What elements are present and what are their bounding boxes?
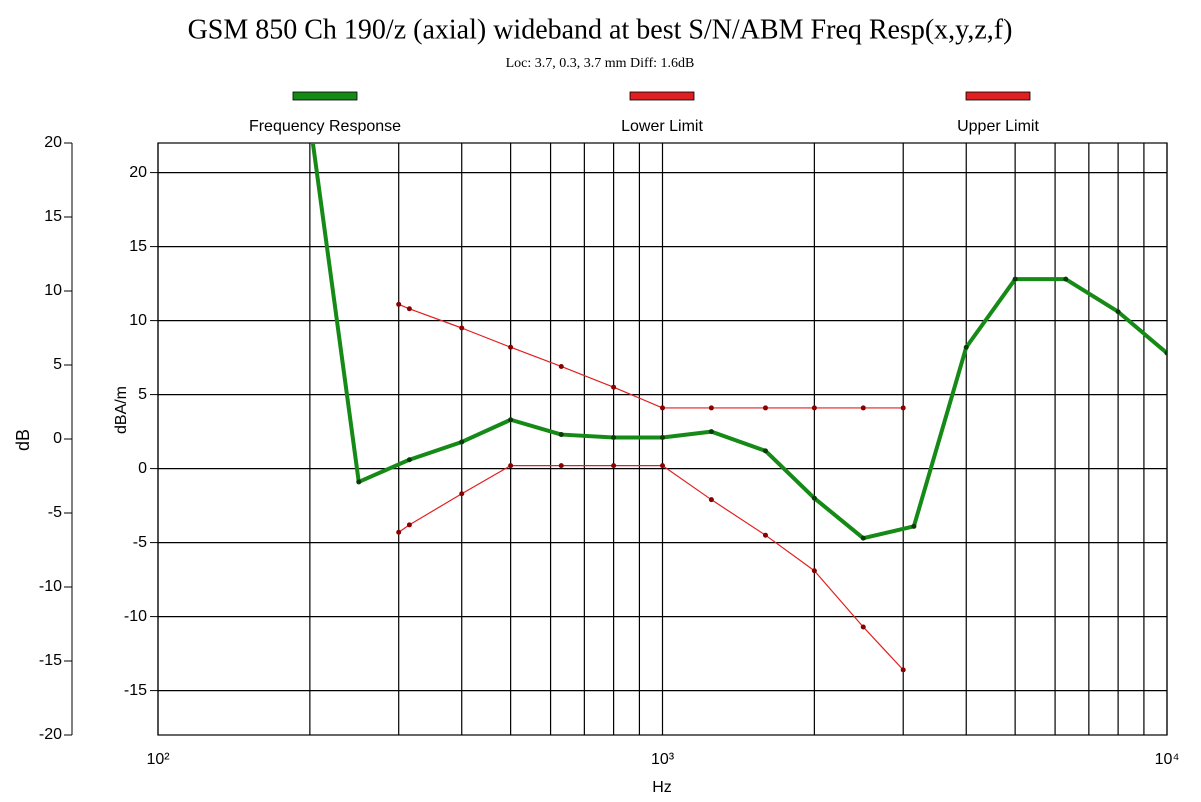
y2-tick-label: -20 [39,726,62,743]
y-tick-label: -15 [124,682,147,699]
data-point [911,523,917,529]
data-point [459,491,465,497]
series-line [398,465,904,671]
data-point [660,405,665,411]
y2-tick-label: -5 [48,504,62,521]
y2-tick-label: -15 [39,652,62,669]
x-tick-label: 10⁴ [1155,751,1180,768]
legend-swatch [629,91,695,101]
plot-frame [157,142,1168,736]
y-tick-label: 5 [138,386,147,403]
series-line [398,303,904,409]
data-point [459,439,465,445]
data-point [558,463,564,469]
y2-tick-label: 20 [44,134,62,151]
data-point [963,344,969,350]
x-tick-label: 10³ [651,751,675,768]
data-point [762,405,768,411]
data-point [611,435,617,441]
data-point [611,384,617,390]
data-point [660,463,665,469]
data-point [396,301,402,307]
data-point [611,463,617,469]
legend-swatch [292,91,358,101]
y2-axis-label: dB [13,429,33,451]
data-point [900,667,906,673]
data-point [508,417,514,423]
y-tick-label: 20 [129,164,147,181]
data-point [508,463,514,469]
data-point [708,429,714,435]
y2-tick-label: -10 [39,578,62,595]
data-point [1115,309,1121,315]
y-axis-label: dBA/m [113,386,130,434]
series-line [310,143,1167,541]
data-point [1012,276,1018,282]
y-tick-label: 10 [129,312,147,329]
data-point [708,497,714,503]
y-tick-label: 15 [129,238,147,255]
y-tick-label: -5 [133,534,147,551]
data-point [660,435,665,441]
data-point [762,532,768,538]
data-point [406,306,412,312]
data-point [762,448,768,454]
data-point [406,457,412,463]
data-point [860,624,866,630]
legend-swatch [965,91,1031,101]
data-point [811,568,817,574]
y2-tick-label: 15 [44,208,62,225]
data-point [356,479,362,485]
y2-tick-label: 5 [53,356,62,373]
legend-label: Upper Limit [957,118,1039,135]
data-point [558,363,564,369]
data-point [860,405,866,411]
data-point [811,405,817,411]
data-point [1063,276,1069,282]
chart-title: GSM 850 Ch 190/z (axial) wideband at bes… [188,14,1013,45]
data-point [558,432,564,438]
data-point [860,535,866,541]
x-tick-label: 10² [146,751,170,768]
y-tick-label: 0 [138,460,147,477]
data-point [459,325,465,331]
data-point [708,405,714,411]
y2-tick-label: 0 [53,430,62,447]
legend-label: Lower Limit [621,118,703,135]
data-point [900,405,906,411]
plot-area [310,143,1167,673]
data-point [406,522,412,528]
x-axis-label: Hz [652,779,672,796]
y2-tick-label: 10 [44,282,62,299]
y-tick-label: -10 [124,608,147,625]
chart-subtitle: Loc: 3.7, 0.3, 3.7 mm Diff: 1.6dB [506,56,695,71]
legend-label: Frequency Response [249,118,401,135]
data-point [811,495,817,501]
data-point [1164,350,1167,356]
data-point [508,344,514,350]
data-point [396,529,402,535]
